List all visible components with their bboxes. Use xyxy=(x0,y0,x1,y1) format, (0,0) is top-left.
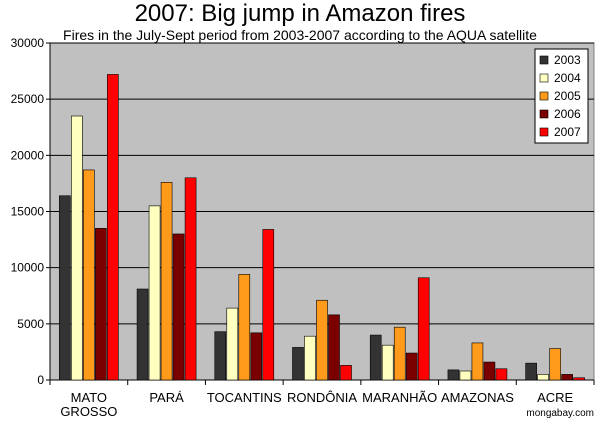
chart-subtitle: Fires in the July-Sept period from 2003-… xyxy=(63,27,537,43)
bar xyxy=(95,228,107,381)
bar xyxy=(238,274,251,381)
legend-label: 2003 xyxy=(554,53,581,67)
bar xyxy=(573,377,585,381)
y-tick-label: 15000 xyxy=(11,205,45,219)
x-tick-label: GROSSO xyxy=(60,404,117,419)
bar xyxy=(471,342,484,381)
legend-label: 2004 xyxy=(554,71,581,85)
bar xyxy=(495,368,508,381)
bar xyxy=(184,177,197,381)
bar xyxy=(393,326,406,381)
legend-label: 2006 xyxy=(554,107,581,121)
bar xyxy=(107,74,119,381)
bar xyxy=(71,115,83,381)
x-tick-label: MATO xyxy=(71,390,107,405)
bar xyxy=(304,335,316,381)
bar xyxy=(136,288,149,381)
bar xyxy=(537,374,549,381)
bar xyxy=(214,331,227,381)
legend-label: 2007 xyxy=(554,125,581,139)
bar xyxy=(83,169,95,381)
legend-swatch xyxy=(539,73,549,83)
bar xyxy=(549,348,561,381)
y-tick-label: 20000 xyxy=(11,148,45,162)
bar xyxy=(59,195,71,381)
y-tick-label: 25000 xyxy=(11,92,45,106)
x-tick-label: RONDÔNIA xyxy=(287,390,357,405)
bar xyxy=(369,334,382,381)
bar xyxy=(328,314,340,381)
y-tick-label: 10000 xyxy=(11,261,45,275)
y-tick-label: 0 xyxy=(37,373,44,387)
legend-swatch xyxy=(539,55,549,65)
x-tick-label: ACRE xyxy=(537,390,573,405)
x-tick-label: PARÁ xyxy=(149,390,184,405)
bar xyxy=(292,347,304,381)
bar xyxy=(459,370,472,381)
source-credit: mongabay.com xyxy=(526,408,594,419)
legend-swatch xyxy=(539,109,549,119)
bar xyxy=(483,361,496,381)
legend-swatch xyxy=(539,127,549,137)
bar xyxy=(160,181,173,381)
bar xyxy=(172,233,185,381)
y-tick-label: 30000 xyxy=(11,36,45,50)
bar xyxy=(148,205,161,381)
x-tick-label: MARANHÃO xyxy=(362,390,437,405)
bar xyxy=(250,332,263,381)
bar xyxy=(447,369,460,381)
bar xyxy=(405,352,418,381)
bar xyxy=(381,344,394,381)
x-tick-label: AMAZONAS xyxy=(441,390,514,405)
legend-swatch xyxy=(539,91,549,101)
bar xyxy=(226,307,239,381)
x-tick-label: TOCANTINS xyxy=(207,390,282,405)
bar xyxy=(561,374,573,381)
bar xyxy=(316,299,328,381)
legend-label: 2005 xyxy=(554,89,581,103)
chart-title: 2007: Big jump in Amazon fires xyxy=(134,0,466,27)
bar xyxy=(340,365,352,381)
y-tick-label: 5000 xyxy=(17,317,44,331)
bar xyxy=(262,229,275,381)
bar xyxy=(417,277,430,381)
bar xyxy=(525,362,537,381)
